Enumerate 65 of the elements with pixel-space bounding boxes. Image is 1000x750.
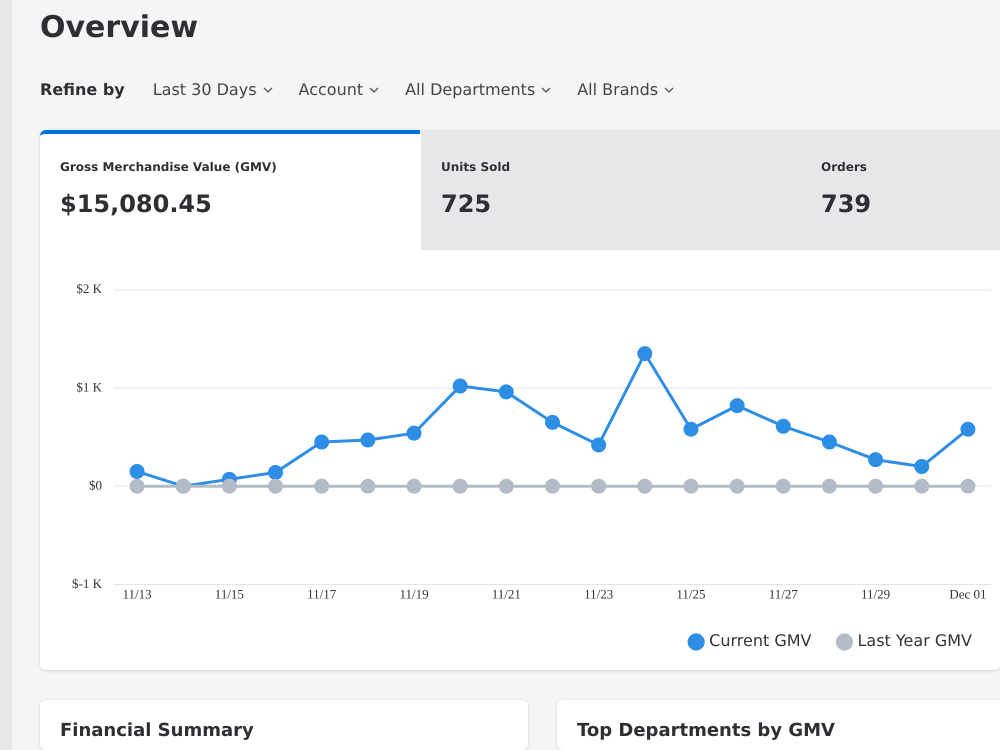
- y-tick-label: $0: [88, 478, 102, 493]
- point: [868, 452, 884, 468]
- text: All Brands: [577, 80, 660, 99]
- y-tick-label: $1 K: [76, 379, 103, 394]
- point: [730, 478, 745, 494]
- point: [406, 478, 422, 494]
- point: [591, 437, 606, 452]
- point: [868, 478, 884, 494]
- point: [637, 478, 652, 494]
- x-tick-label: 11/25: [676, 586, 706, 602]
- point: [360, 432, 376, 448]
- point: [268, 464, 284, 480]
- text: $15,080.45: [60, 190, 213, 218]
- point: [683, 478, 698, 494]
- text: Overview: [40, 10, 198, 45]
- point: [730, 398, 745, 414]
- point: [452, 478, 468, 494]
- text: Refine by: [40, 80, 125, 99]
- point: [222, 478, 237, 494]
- point: [268, 478, 284, 494]
- point: [960, 422, 976, 437]
- point: [360, 478, 376, 494]
- text: Account: [298, 80, 364, 99]
- x-tick-label: 11/17: [307, 586, 337, 602]
- point: [591, 478, 606, 494]
- text: Orders: [821, 160, 868, 174]
- point: [914, 459, 930, 474]
- point: [314, 478, 330, 494]
- text: Financial Summary: [40, 700, 528, 750]
- point: [637, 346, 652, 362]
- text: Last 30 Days: [152, 80, 258, 99]
- point: [498, 384, 514, 400]
- text: Top Departments by GMV: [557, 700, 1000, 750]
- point: [452, 378, 468, 394]
- point: [914, 478, 930, 494]
- x-tick-label: 11/19: [399, 586, 429, 602]
- text: Units Sold: [441, 160, 512, 174]
- y-tick-label: $-1 K: [72, 576, 103, 591]
- text: 725: [441, 190, 492, 218]
- point: [822, 478, 837, 494]
- text: All Departments: [405, 80, 536, 99]
- x-tick-label: 11/27: [768, 586, 798, 602]
- text: 739: [821, 190, 872, 218]
- point: [776, 478, 791, 494]
- point: [960, 478, 976, 494]
- x-tick-label: 11/29: [861, 586, 890, 602]
- point: [130, 478, 145, 494]
- legend-label: Current GMV: [709, 631, 812, 650]
- legend-label: Last Year GMV: [857, 631, 972, 650]
- x-tick-label: 11/15: [214, 586, 244, 602]
- text: Gross Merchandise Value (GMV): [60, 160, 278, 174]
- point: [130, 464, 145, 479]
- point: [822, 434, 837, 450]
- point: [544, 478, 560, 494]
- point: [683, 422, 698, 437]
- point: [776, 418, 791, 434]
- x-tick-label: Dec 01: [949, 586, 987, 602]
- y-tick-label: $2 K: [76, 281, 103, 296]
- point: [314, 434, 330, 450]
- point: [406, 426, 422, 441]
- x-tick-label: 11/23: [584, 586, 614, 602]
- x-tick-label: 11/21: [492, 586, 521, 602]
- point: [544, 414, 560, 430]
- point: [498, 478, 514, 494]
- x-tick-label: 11/13: [122, 586, 152, 602]
